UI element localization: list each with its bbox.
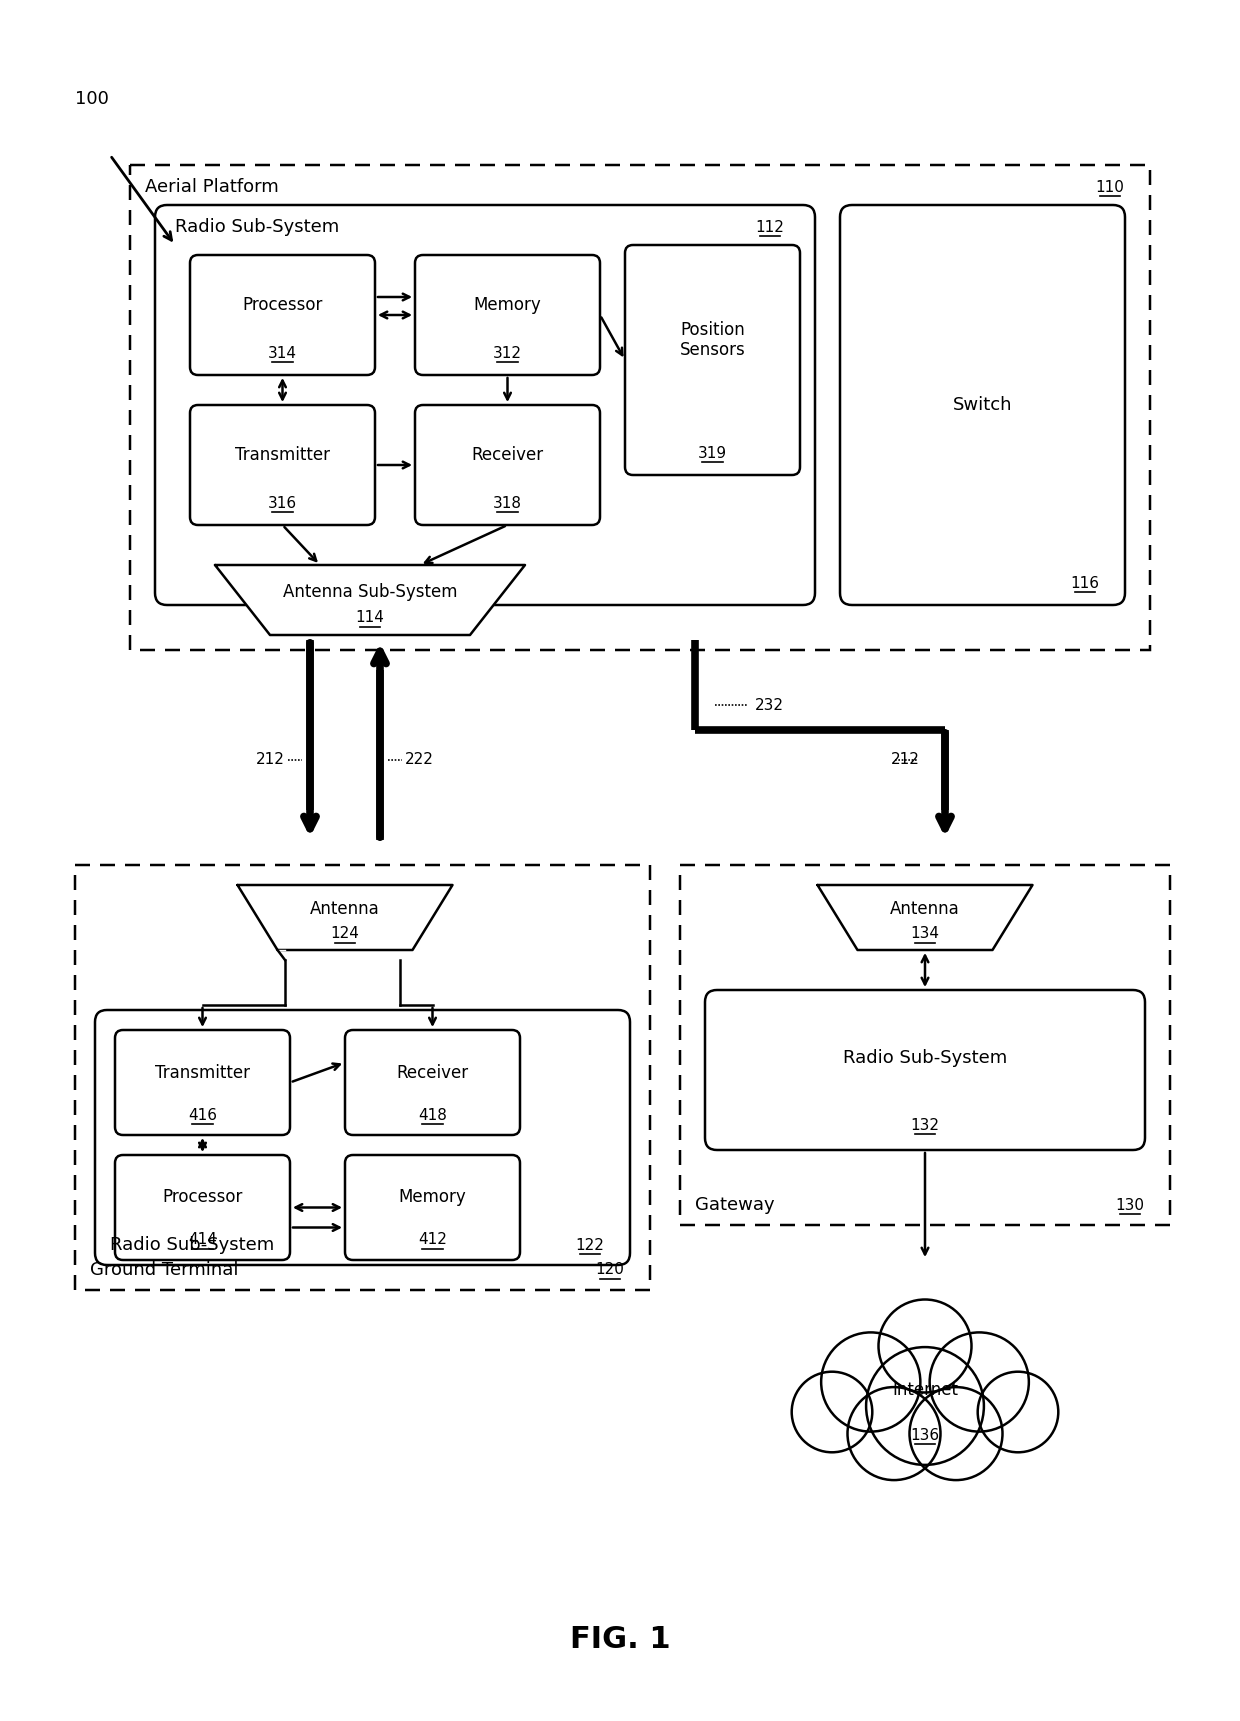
Text: Transmitter: Transmitter bbox=[155, 1064, 250, 1081]
Circle shape bbox=[866, 1348, 983, 1465]
Text: Receiver: Receiver bbox=[397, 1064, 469, 1081]
Text: 120: 120 bbox=[595, 1263, 625, 1277]
Circle shape bbox=[909, 1387, 1002, 1480]
FancyBboxPatch shape bbox=[190, 404, 374, 525]
Text: Internet: Internet bbox=[892, 1380, 959, 1399]
Circle shape bbox=[930, 1332, 1029, 1432]
Text: 110: 110 bbox=[1096, 179, 1125, 194]
Text: Antenna: Antenna bbox=[310, 900, 379, 919]
Text: Position
Sensors: Position Sensors bbox=[680, 320, 745, 360]
Text: 100: 100 bbox=[74, 89, 109, 108]
Text: 316: 316 bbox=[268, 496, 298, 511]
Text: 318: 318 bbox=[494, 496, 522, 511]
FancyBboxPatch shape bbox=[839, 205, 1125, 606]
Text: 314: 314 bbox=[268, 346, 298, 360]
FancyBboxPatch shape bbox=[415, 255, 600, 375]
Circle shape bbox=[977, 1372, 1058, 1453]
Text: 312: 312 bbox=[494, 346, 522, 360]
FancyBboxPatch shape bbox=[706, 990, 1145, 1150]
Circle shape bbox=[821, 1332, 920, 1432]
Text: Gateway: Gateway bbox=[694, 1196, 775, 1213]
Polygon shape bbox=[215, 564, 525, 635]
Text: Radio Sub-System: Radio Sub-System bbox=[175, 219, 340, 236]
Text: FIG. 1: FIG. 1 bbox=[569, 1626, 671, 1654]
FancyBboxPatch shape bbox=[345, 1155, 520, 1260]
Text: Processor: Processor bbox=[242, 296, 322, 313]
Circle shape bbox=[878, 1299, 971, 1392]
Text: Radio Sub-System: Radio Sub-System bbox=[110, 1236, 274, 1255]
Text: Memory: Memory bbox=[474, 296, 542, 313]
Text: 416: 416 bbox=[188, 1108, 217, 1122]
Text: Ground Terminal: Ground Terminal bbox=[91, 1261, 238, 1279]
Text: 212: 212 bbox=[257, 752, 285, 768]
Polygon shape bbox=[238, 885, 453, 950]
FancyBboxPatch shape bbox=[190, 255, 374, 375]
FancyBboxPatch shape bbox=[345, 1029, 520, 1136]
FancyBboxPatch shape bbox=[415, 404, 600, 525]
Text: 122: 122 bbox=[575, 1237, 604, 1253]
Text: 319: 319 bbox=[698, 446, 727, 461]
Circle shape bbox=[847, 1387, 940, 1480]
Text: Memory: Memory bbox=[398, 1189, 466, 1206]
FancyBboxPatch shape bbox=[115, 1029, 290, 1136]
Polygon shape bbox=[817, 885, 1033, 950]
FancyBboxPatch shape bbox=[155, 205, 815, 606]
Circle shape bbox=[791, 1372, 872, 1453]
Text: 212: 212 bbox=[892, 752, 920, 768]
FancyBboxPatch shape bbox=[74, 866, 650, 1291]
Text: Receiver: Receiver bbox=[471, 446, 543, 465]
Text: 232: 232 bbox=[755, 697, 784, 712]
Text: 412: 412 bbox=[418, 1232, 446, 1248]
FancyBboxPatch shape bbox=[680, 866, 1171, 1225]
Text: 414: 414 bbox=[188, 1232, 217, 1248]
FancyBboxPatch shape bbox=[115, 1155, 290, 1260]
FancyBboxPatch shape bbox=[130, 165, 1149, 651]
Text: 112: 112 bbox=[755, 220, 785, 234]
FancyBboxPatch shape bbox=[95, 1010, 630, 1265]
Text: 136: 136 bbox=[910, 1427, 940, 1442]
Text: 116: 116 bbox=[1070, 575, 1100, 590]
Text: 124: 124 bbox=[331, 926, 360, 941]
Text: Transmitter: Transmitter bbox=[236, 446, 330, 465]
Text: Processor: Processor bbox=[162, 1189, 243, 1206]
Text: Radio Sub-System: Radio Sub-System bbox=[843, 1050, 1007, 1067]
Text: Aerial Platform: Aerial Platform bbox=[145, 177, 279, 196]
Text: 114: 114 bbox=[356, 611, 384, 625]
Text: 132: 132 bbox=[910, 1117, 940, 1132]
FancyBboxPatch shape bbox=[625, 244, 800, 475]
Text: 130: 130 bbox=[1116, 1198, 1145, 1213]
Text: 134: 134 bbox=[910, 926, 940, 941]
Text: 222: 222 bbox=[405, 752, 434, 768]
Text: Switch: Switch bbox=[952, 396, 1012, 415]
Text: Antenna Sub-System: Antenna Sub-System bbox=[283, 583, 458, 601]
Text: Antenna: Antenna bbox=[890, 900, 960, 919]
Text: 418: 418 bbox=[418, 1108, 446, 1122]
